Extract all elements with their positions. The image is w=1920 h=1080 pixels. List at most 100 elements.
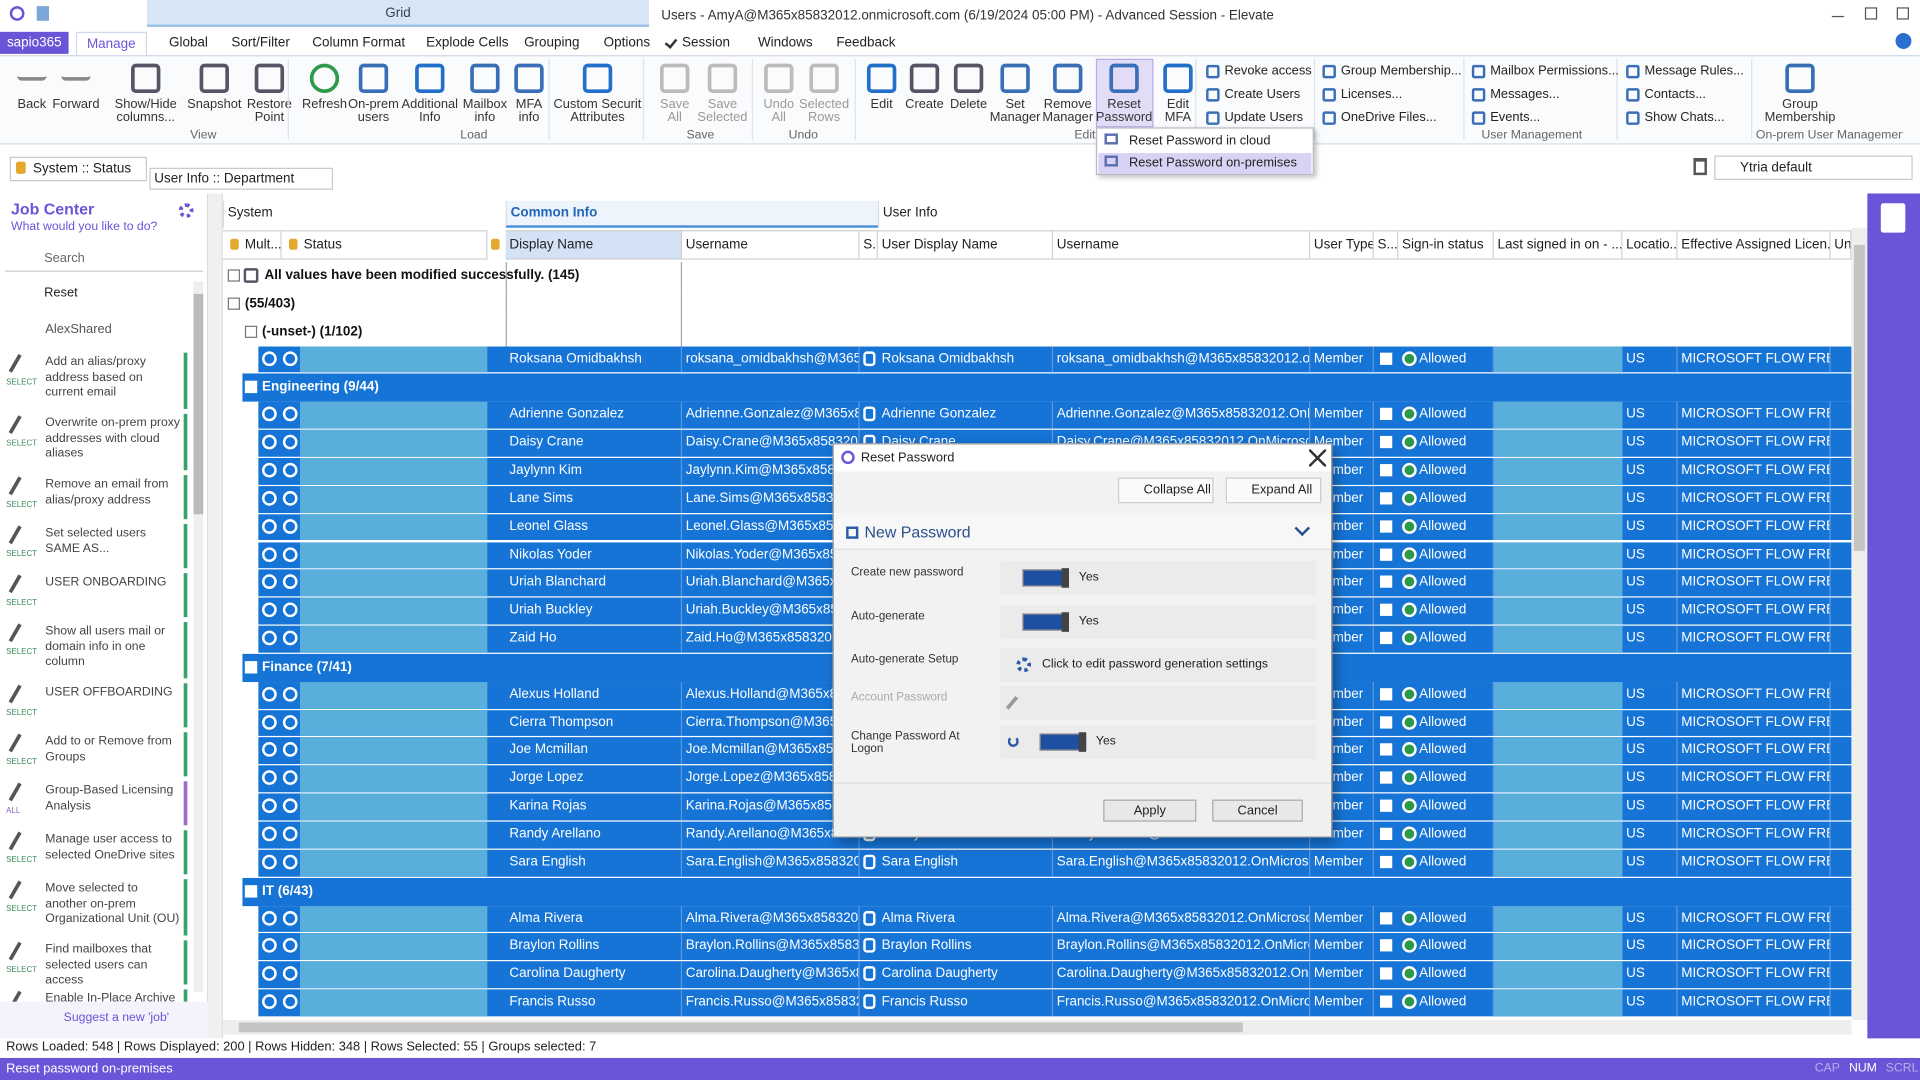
window-control[interactable] <box>1832 7 1844 17</box>
job-item[interactable]: Remove an email from alias/proxy address… <box>2 475 187 519</box>
ribbon-group-label: Load <box>400 129 547 144</box>
column-header[interactable]: Un <box>1831 230 1852 259</box>
column-header[interactable]: User Display Name <box>878 230 1053 259</box>
menu-tab[interactable]: Windows <box>748 32 822 56</box>
group-label[interactable]: IT (6/43) <box>262 878 997 906</box>
job-item[interactable]: Overwrite on-prem proxy addresses with c… <box>2 414 187 470</box>
column-header[interactable]: Last signed in on - ... <box>1494 230 1623 259</box>
job-item[interactable]: Add to or Remove from GroupsSELECT <box>2 732 187 776</box>
grid-cell: Member <box>1310 906 1374 933</box>
job-tag: ALL <box>6 807 43 819</box>
ribbon-small-button[interactable]: Contacts... <box>1644 86 1779 106</box>
filter-chip[interactable]: System :: Status <box>10 157 147 181</box>
ribbon-small-button[interactable]: Group Membership... <box>1341 62 1476 82</box>
search-box[interactable]: Search <box>5 247 203 271</box>
column-header[interactable]: User Type <box>1310 230 1374 259</box>
group-label[interactable]: Engineering (9/44) <box>262 374 997 402</box>
expander[interactable] <box>228 297 240 309</box>
grid-cell: US <box>1622 738 1677 765</box>
menu-tab[interactable]: Sort/Filter <box>222 32 300 56</box>
expander[interactable] <box>245 661 257 673</box>
grid-cell: US <box>1622 514 1677 541</box>
toolbar-button[interactable]: Expand All <box>1226 478 1322 504</box>
menu-tab[interactable]: Feedback <box>827 32 906 56</box>
job-item[interactable]: Move selected to another on-prem Organiz… <box>2 879 187 935</box>
job-item[interactable]: USER ONBOARDINGSELECT <box>2 573 187 617</box>
column-header[interactable]: Sign-in status <box>1398 230 1494 259</box>
ribbon-small-button[interactable]: OneDrive Files... <box>1341 109 1476 129</box>
grid-cell: US <box>1622 794 1677 821</box>
menu-tab[interactable]: Options <box>594 32 660 56</box>
group-label[interactable]: (-unset-) (1/102) <box>262 318 997 346</box>
menu-tab[interactable]: Grouping <box>514 32 589 56</box>
column-header[interactable]: Status <box>282 230 488 259</box>
field-value-box[interactable]: Yes <box>1000 561 1316 595</box>
ribbon-small-button[interactable]: Mailbox Permissions... <box>1490 62 1625 82</box>
grid-cell: Roksana Omidbakhsh <box>878 346 1053 373</box>
status-cell <box>300 934 487 961</box>
close-button[interactable] <box>1309 449 1326 466</box>
side-panel-button[interactable] <box>1881 203 1905 232</box>
menu-item[interactable]: Reset Password on-premises <box>1129 153 1313 173</box>
group-label[interactable]: All values have been modified successful… <box>264 262 999 290</box>
ribbon-small-button[interactable]: Revoke access <box>1224 62 1359 82</box>
ribbon-button[interactable]: Custom Security Attributes <box>553 98 641 127</box>
ribbon-small-button[interactable]: Messages... <box>1490 86 1625 106</box>
group-label[interactable]: (55/403) <box>245 290 980 318</box>
job-item[interactable]: Group-Based Licensing AnalysisALL <box>2 781 187 825</box>
menu-item[interactable]: Reset Password in cloud <box>1129 131 1313 151</box>
menu-tab[interactable]: Column Format <box>302 32 414 56</box>
apply-button[interactable]: Apply <box>1103 800 1196 822</box>
ribbon-small-button[interactable]: Events... <box>1490 109 1625 129</box>
field-value-box[interactable] <box>1000 686 1316 720</box>
menu-tab[interactable]: Session <box>665 32 740 56</box>
ribbon-small-button[interactable]: Licenses... <box>1341 86 1476 106</box>
menu-tab[interactable]: Manage <box>76 32 147 56</box>
toolbar-button[interactable]: Collapse All <box>1118 478 1214 504</box>
menu-tab[interactable]: Explode Cells <box>416 32 518 56</box>
grid-cell: Member <box>1310 402 1374 429</box>
cancel-button[interactable]: Cancel <box>1212 800 1303 822</box>
ribbon-small-button[interactable]: Create Users <box>1224 86 1359 106</box>
field-value-box[interactable]: Click to edit password generation settin… <box>1000 648 1316 682</box>
reset-job[interactable]: Reset <box>5 282 189 304</box>
row-icon <box>262 407 277 422</box>
column-header[interactable]: Username <box>1053 230 1310 259</box>
window-control[interactable] <box>1865 7 1877 19</box>
grid-cell: MICROSOFT FLOW FREE <box>1678 822 1831 849</box>
expander[interactable] <box>245 325 257 337</box>
menu-tab[interactable]: Global <box>159 32 218 56</box>
checkbox <box>1380 548 1392 560</box>
grid-cell: Cierra Thompson <box>506 710 682 737</box>
column-header[interactable]: Effective Assigned Licen... <box>1678 230 1831 259</box>
field-value-box[interactable]: Yes <box>1000 605 1316 639</box>
column-header[interactable]: Locatio... <box>1622 230 1677 259</box>
job-item[interactable]: Add an alias/proxy address based on curr… <box>2 353 187 409</box>
column-header[interactable]: Display Name <box>506 230 682 259</box>
column-header[interactable]: Username <box>682 230 860 259</box>
view-select[interactable]: Ytria default <box>1714 156 1912 180</box>
checkbox <box>1380 408 1392 420</box>
job-item[interactable]: Show all users mail or domain info in on… <box>2 622 187 678</box>
expander[interactable] <box>228 269 240 281</box>
grid-cell: US <box>1622 486 1677 513</box>
ribbon-small-button[interactable]: Update Users <box>1224 109 1359 129</box>
ribbon-small-button[interactable]: Message Rules... <box>1644 62 1779 82</box>
suggest-job[interactable]: Suggest a new 'job' <box>64 1011 199 1028</box>
brand-tab[interactable]: sapio365 <box>0 32 69 54</box>
column-header[interactable]: S... <box>860 230 878 259</box>
ribbon-small-button[interactable]: Show Chats... <box>1644 109 1779 129</box>
job-item[interactable]: Manage user access to selected OneDrive … <box>2 830 187 874</box>
expander[interactable] <box>245 885 257 897</box>
job-item[interactable]: USER OFFBOARDINGSELECT <box>2 683 187 727</box>
expander[interactable] <box>245 381 257 393</box>
job-item[interactable]: Find mailboxes that selected users can a… <box>2 940 187 984</box>
filter-chip[interactable]: User Info :: Department <box>149 168 333 190</box>
last-signin-cell <box>1494 850 1623 877</box>
window-control[interactable] <box>1897 7 1909 19</box>
job-item[interactable]: Set selected users SAME AS...SELECT <box>2 524 187 568</box>
field-label: Create new password <box>851 561 986 595</box>
column-header[interactable]: S... <box>1374 230 1398 259</box>
field-value-box[interactable]: Yes <box>1000 725 1316 759</box>
settings-icon[interactable] <box>179 203 194 218</box>
